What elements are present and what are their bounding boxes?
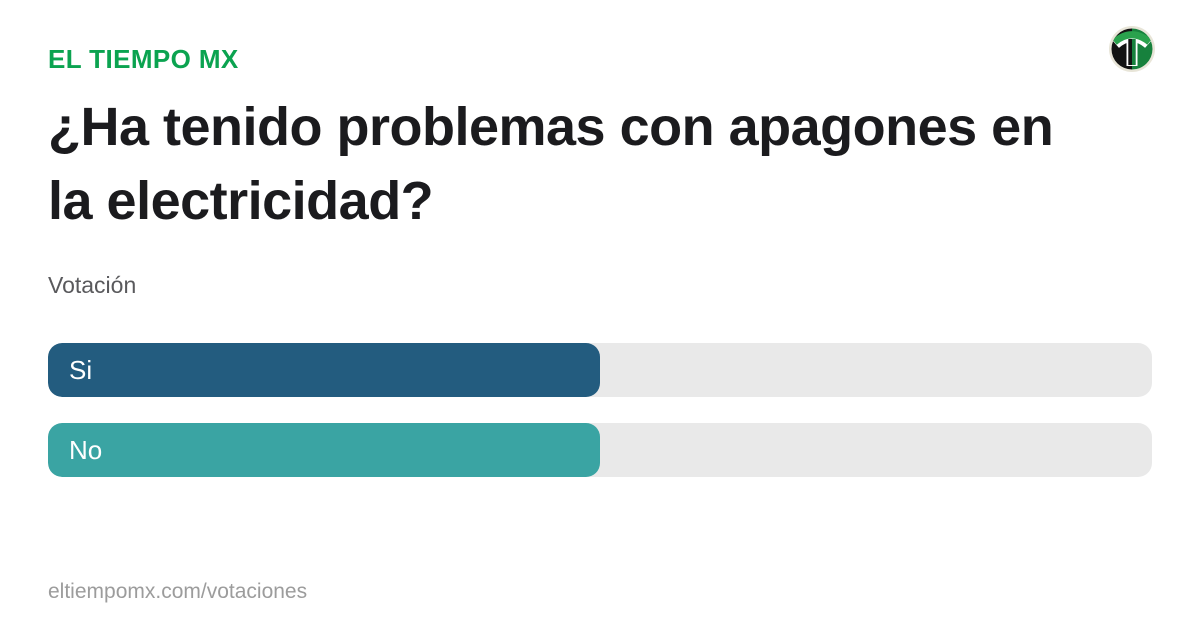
poll-option-track-si[interactable]: Si — [48, 343, 1152, 397]
poll-option-bar-no[interactable]: No — [48, 423, 600, 477]
poll-option-label-si: Si — [69, 355, 93, 385]
poll-option-track-no[interactable]: No — [48, 423, 1152, 477]
poll-option-label-no: No — [69, 435, 103, 465]
title-line-2: la electricidad? — [48, 171, 434, 231]
poll-section-label: Votación — [48, 272, 137, 298]
title-line-1: ¿Ha tenido problemas con apagones en — [48, 97, 1054, 157]
page-title: ¿Ha tenido problemas con apagones en la … — [48, 90, 1152, 238]
el-tiempo-logo-icon — [1109, 26, 1155, 72]
brand-name: EL TIEMPO MX — [48, 44, 239, 74]
poll-option-bar-si[interactable]: Si — [48, 343, 600, 397]
footer-url: eltiempomx.com/votaciones — [48, 580, 308, 603]
poll-bars: Si No — [48, 343, 1152, 477]
